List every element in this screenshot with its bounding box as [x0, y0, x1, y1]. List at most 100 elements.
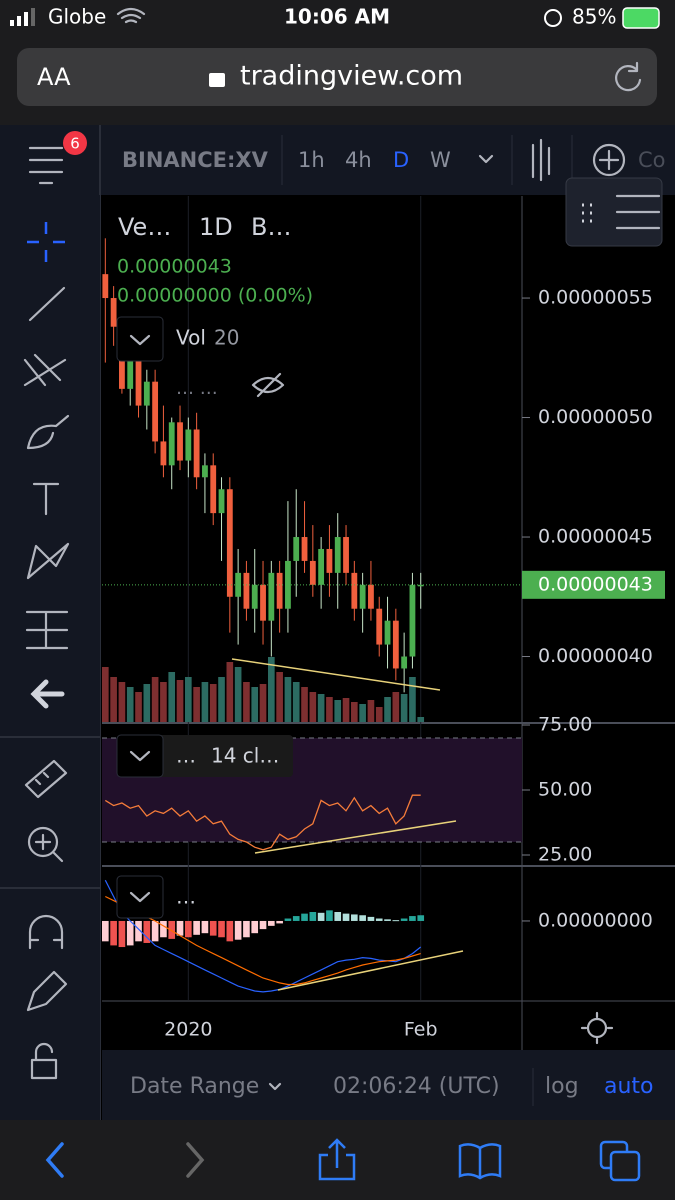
- candle-body: [152, 381, 159, 442]
- volume-bar: [276, 672, 283, 722]
- share-button[interactable]: [318, 1138, 356, 1181]
- volume-bar: [409, 677, 416, 722]
- candle-body: [268, 572, 275, 621]
- interval[interactable]: 4h: [345, 148, 372, 172]
- macd-histogram-bar: [251, 920, 259, 934]
- carrier: Globe: [48, 5, 106, 29]
- macd-histogram-bar: [259, 920, 267, 930]
- volume-bar: [334, 700, 342, 722]
- symbol-search[interactable]: BINANCE:XV: [122, 148, 269, 172]
- badge-count: 6: [70, 135, 80, 153]
- prediction-tool[interactable]: [25, 610, 69, 650]
- interval[interactable]: 1h: [298, 148, 325, 172]
- text-size-button[interactable]: AA: [37, 63, 71, 91]
- crosshair-tool[interactable]: [27, 222, 65, 262]
- macd-histogram-bar: [309, 912, 317, 921]
- volume-bar: [417, 717, 425, 722]
- reload-button[interactable]: [615, 61, 642, 92]
- signal-line: [105, 895, 421, 986]
- macd-histogram-bar: [201, 920, 209, 934]
- volume-bar: [193, 687, 200, 722]
- volume-bar: [342, 698, 350, 722]
- drag-handle[interactable]: [582, 203, 592, 223]
- back-button[interactable]: [45, 1142, 64, 1178]
- menu-button[interactable]: [28, 146, 64, 185]
- candle-body: [127, 357, 134, 389]
- clock: 10:06 AM: [284, 5, 390, 29]
- macd-more[interactable]: …: [176, 885, 196, 909]
- candle-body: [326, 548, 333, 573]
- auto-button[interactable]: auto: [604, 1074, 654, 1099]
- volume-bar: [218, 677, 225, 722]
- settings-lines[interactable]: [615, 194, 661, 230]
- tabs-button: [609, 1150, 641, 1182]
- hide-tools[interactable]: [30, 679, 65, 709]
- chart-type-button[interactable]: [531, 138, 551, 182]
- macd-histogram-bar: [384, 919, 391, 921]
- interval[interactable]: W: [430, 148, 451, 172]
- url[interactable]: tradingview.com: [240, 61, 463, 92]
- volume-bar: [234, 667, 242, 722]
- volume-bar: [118, 682, 126, 722]
- lock-drawing-tool[interactable]: [26, 970, 68, 1012]
- candle-body: [293, 537, 300, 561]
- bookmarks-button[interactable]: [458, 1143, 502, 1180]
- measure-tool[interactable]: [24, 759, 68, 799]
- last-price-box: [522, 570, 665, 599]
- candle-body: [401, 656, 408, 669]
- volume-bar: [102, 667, 109, 722]
- settings-button[interactable]: [586, 1017, 608, 1039]
- collapse-legend-button[interactable]: [116, 734, 164, 778]
- candle-body: [135, 357, 142, 406]
- forward-button[interactable]: [186, 1142, 205, 1178]
- utc-clock[interactable]: 02:06:24 (UTC): [333, 1074, 500, 1099]
- log-button[interactable]: log: [545, 1074, 579, 1099]
- date-range-button[interactable]: Date Range: [130, 1074, 259, 1099]
- x-tick-label: 2020: [164, 1019, 212, 1041]
- y-tick-label: 0.00000050: [538, 406, 653, 428]
- hidden-eye-icon[interactable]: [251, 372, 285, 398]
- y-tick-label: 0.00000055: [538, 287, 653, 309]
- macd-histogram-bar: [176, 920, 184, 936]
- compare-icon[interactable]: [592, 143, 626, 177]
- macd-histogram-bar: [209, 920, 217, 936]
- rsi-label: 14 cl…: [211, 744, 279, 768]
- collapse-legend-button[interactable]: [116, 316, 164, 362]
- interval-active[interactable]: D: [393, 148, 409, 172]
- candle-body: [409, 584, 416, 657]
- zoom-tool[interactable]: [27, 826, 59, 858]
- interval-dropdown[interactable]: [478, 154, 494, 164]
- candle-body: [160, 441, 167, 466]
- volume-bar: [259, 684, 267, 722]
- macd-histogram-bar: [143, 920, 151, 943]
- compare-label[interactable]: Co: [638, 148, 666, 172]
- volume-bar: [375, 707, 383, 722]
- candle-body: [334, 537, 341, 573]
- rsi-more[interactable]: …: [176, 744, 196, 768]
- macd-histogram-bar: [185, 920, 192, 938]
- bottom-toolbar: [102, 1050, 675, 1120]
- y-tick-label: 25.00: [538, 843, 592, 865]
- brush-tool[interactable]: [26, 414, 70, 450]
- volume-bar: [251, 687, 259, 722]
- chevron: [129, 334, 151, 346]
- pattern-tool[interactable]: [26, 542, 70, 580]
- unlock-tool[interactable]: [30, 1042, 58, 1080]
- badge: [63, 131, 87, 155]
- volume-bar: [351, 702, 358, 722]
- candle-body: [110, 298, 117, 327]
- macd-histogram-bar: [326, 910, 333, 921]
- trendline-tool[interactable]: [28, 286, 66, 322]
- collapse-legend-button[interactable]: [116, 875, 164, 919]
- address-bar[interactable]: [17, 48, 657, 106]
- pitchfork-tool[interactable]: [23, 353, 67, 387]
- macd-histogram-bar: [367, 916, 375, 921]
- y-tick-label: 0.00000045: [538, 526, 653, 548]
- macd-histogram-bar: [168, 920, 176, 939]
- magnet-tool[interactable]: [28, 914, 64, 950]
- text-tool[interactable]: [32, 482, 60, 516]
- drawn-trendline[interactable]: [231, 658, 464, 991]
- macd-histogram-bar: [126, 920, 134, 946]
- volume-bar: [359, 704, 366, 722]
